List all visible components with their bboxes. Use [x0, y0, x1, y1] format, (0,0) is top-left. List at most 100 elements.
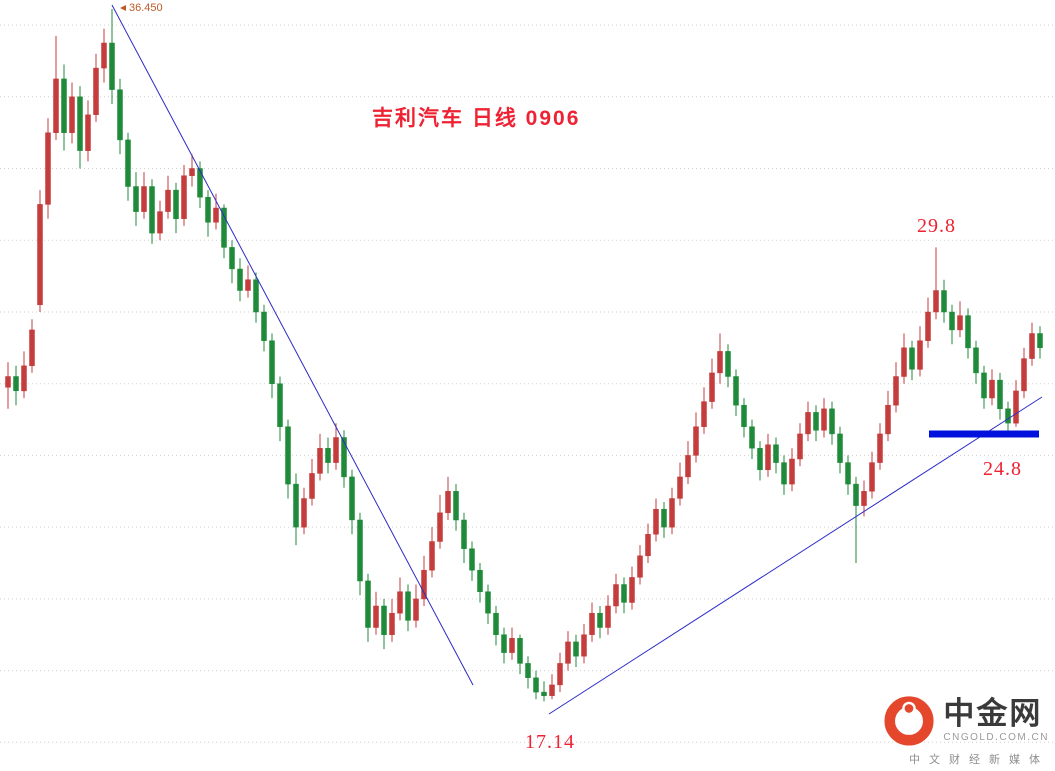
candle	[461, 512, 467, 563]
candle	[565, 631, 571, 671]
candle	[29, 319, 35, 373]
candle	[821, 398, 827, 438]
candle	[1021, 347, 1027, 399]
candle	[741, 398, 747, 438]
candle	[1005, 401, 1011, 434]
candle	[205, 190, 211, 237]
candle	[509, 627, 515, 660]
candle	[269, 333, 275, 399]
candle	[109, 9, 115, 104]
candle	[749, 419, 755, 459]
candle	[757, 441, 763, 481]
candle	[301, 487, 307, 535]
candle	[605, 595, 611, 635]
candle	[885, 390, 891, 442]
candle	[677, 462, 683, 506]
candle	[373, 591, 379, 635]
candle	[1029, 322, 1035, 366]
candle	[909, 340, 915, 381]
candle	[613, 573, 619, 614]
candle	[221, 204, 227, 259]
candle	[493, 606, 499, 646]
candle	[805, 401, 811, 442]
candle	[717, 333, 723, 384]
candle	[501, 627, 507, 664]
candle	[845, 455, 851, 495]
candle	[629, 566, 635, 610]
watermark-brand-text: 中金网	[943, 695, 1043, 731]
candle	[973, 340, 979, 384]
watermark-text-block: 中金网 CNGOLD.COM.CN	[943, 698, 1049, 743]
candle	[13, 365, 19, 406]
candle	[989, 369, 995, 406]
candle	[133, 172, 139, 226]
candle	[869, 451, 875, 499]
candle	[165, 175, 171, 219]
candle	[421, 555, 427, 606]
watermark-row: 中金网 CNGOLD.COM.CN	[883, 694, 1049, 746]
candle	[45, 118, 51, 219]
candle	[141, 172, 147, 219]
candle	[85, 100, 91, 162]
candle	[877, 423, 883, 470]
candle	[325, 437, 331, 474]
candle	[941, 279, 947, 323]
candle	[285, 419, 291, 499]
candle	[733, 369, 739, 416]
peak-price-label: 36.450	[129, 2, 163, 14]
candle	[37, 190, 43, 312]
candle	[965, 308, 971, 359]
candle	[445, 476, 451, 520]
candle	[333, 423, 339, 470]
candle	[157, 200, 163, 241]
candle	[693, 412, 699, 463]
candle	[149, 179, 155, 244]
candle	[397, 577, 403, 621]
candle	[389, 598, 395, 642]
candle	[309, 459, 315, 506]
candle	[349, 469, 355, 535]
candle	[253, 272, 259, 323]
candle	[709, 358, 715, 409]
peak-annotation: 36.450	[120, 2, 163, 14]
candle	[765, 433, 771, 477]
candle	[437, 494, 443, 549]
candle	[637, 545, 643, 585]
candle	[813, 405, 819, 442]
candle	[789, 448, 795, 492]
watermark-tagline-text: 中文财经新媒体	[909, 754, 1049, 766]
candle	[661, 502, 667, 538]
candle	[93, 53, 99, 122]
downtrend-line	[111, 4, 474, 686]
candle	[125, 132, 131, 201]
support-price-label: 24.8	[983, 458, 1022, 481]
candle	[773, 437, 779, 474]
candle	[557, 652, 563, 693]
candle	[781, 455, 787, 495]
candle	[413, 584, 419, 628]
candle	[829, 401, 835, 445]
low-price-label: 17.14	[525, 731, 575, 754]
watermark: 中金网 CNGOLD.COM.CN 中文财经新媒体	[883, 694, 1049, 767]
peak-arrow-icon	[120, 5, 126, 11]
candle	[405, 584, 411, 632]
candle	[453, 484, 459, 531]
candle	[357, 512, 363, 596]
candle	[21, 351, 27, 399]
support-price-text: 24.8	[983, 458, 1022, 480]
candle	[917, 326, 923, 377]
candle	[525, 656, 531, 689]
candle	[61, 64, 67, 151]
candle	[981, 365, 987, 409]
candle	[837, 426, 843, 474]
candle	[117, 78, 123, 155]
candle	[901, 333, 907, 384]
uptrend-line	[548, 396, 1043, 715]
candle	[597, 606, 603, 639]
candle	[197, 161, 203, 208]
candle	[53, 35, 59, 140]
candle	[701, 387, 707, 434]
low-price-text: 17.14	[525, 731, 575, 753]
